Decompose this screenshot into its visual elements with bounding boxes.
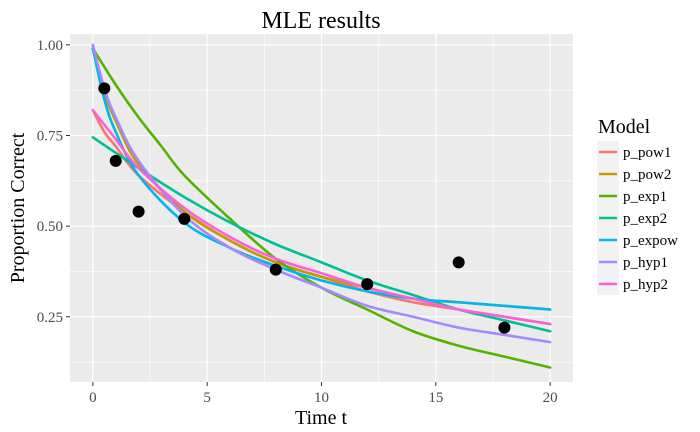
legend-label: p_exp2 [623,211,667,227]
data-point [269,263,282,276]
data-point [178,212,191,225]
series-line-p-hyp2 [91,108,552,326]
legend-title: Model [598,116,651,138]
x-tick-label: 0 [89,390,97,406]
data-point [109,154,122,167]
y-axis: 0.25 0.50 0.75 1.00 [37,38,70,326]
legend-label: p_pow2 [623,167,671,183]
x-tick-label: 15 [428,390,443,406]
y-tick-label: 0.25 [37,310,63,326]
observed-points [98,82,511,334]
y-tick-label: 0.50 [37,219,63,235]
legend-label: p_hyp2 [623,277,668,293]
y-tick-label: 0.75 [37,129,63,145]
legend-label: p_exp1 [623,189,667,205]
legend-label: p_expow [623,233,678,249]
grid-lines [70,34,573,382]
x-tick-label: 20 [543,390,558,406]
legend: Model p_pow1 p_pow2 p_exp1 p_exp2 p_expow p_h… [597,116,678,295]
x-tick-label: 10 [314,390,329,406]
legend-label: p_hyp1 [623,255,668,271]
data-point [361,278,374,291]
chart-title: MLE results [261,8,380,34]
x-tick-label: 5 [203,390,211,406]
y-axis-label: Proportion Correct [7,132,29,283]
series-layer [91,43,552,369]
data-point [498,321,511,334]
y-tick-label: 1.00 [37,38,63,54]
legend-items: p_pow1 p_pow2 p_exp1 p_exp2 p_expow p_hyp1 p_h… [597,141,678,295]
data-point [132,205,145,218]
data-point [98,82,111,95]
x-axis-label: Time t [295,407,348,429]
data-point [452,256,465,269]
x-axis: 0 5 10 15 20 [89,382,558,406]
legend-label: p_pow1 [623,145,671,161]
